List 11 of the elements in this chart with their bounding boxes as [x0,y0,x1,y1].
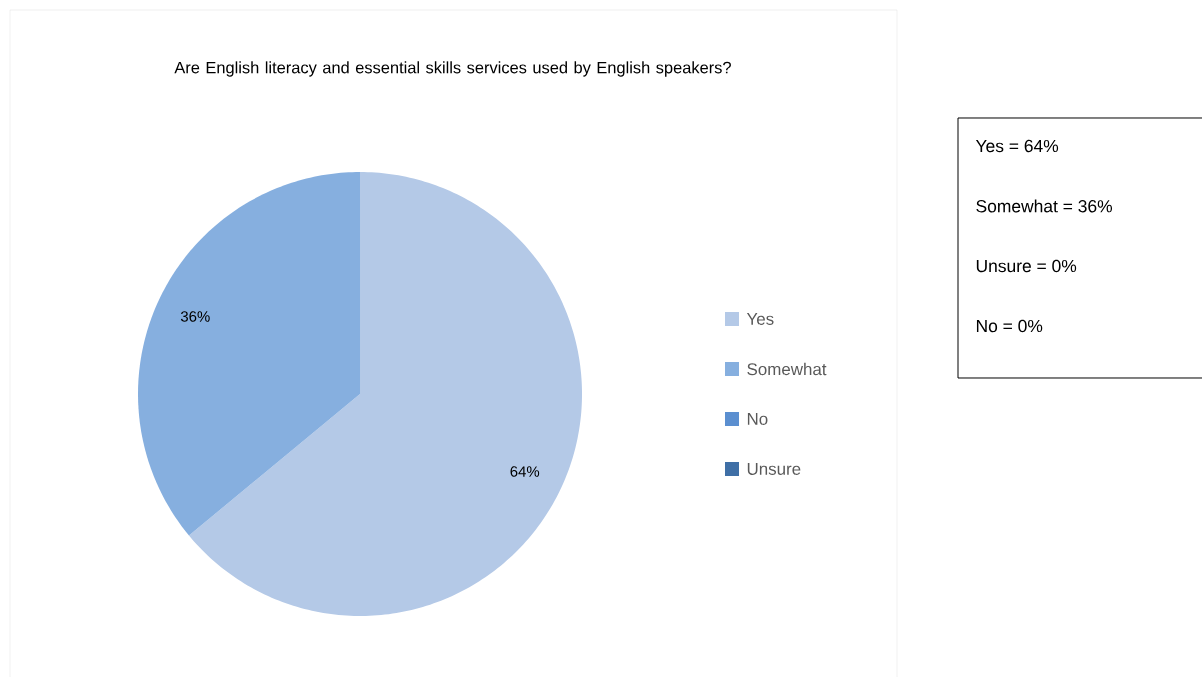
legend-label: Somewhat [747,362,827,376]
text: Yes = 64% [975,139,1059,153]
text: No = 0% [976,319,1043,333]
legend-label: Yes [746,313,774,325]
data-label: 36% [180,311,210,322]
text: Unsure = 0% [976,259,1077,273]
text: Somewhat = 36% [976,199,1113,213]
legend-label: Unsure [747,463,801,475]
legend-label: No [747,413,768,425]
chart-title: Are English literacy and essential skills services used by English speakers? [174,61,731,77]
data-label: 64% [510,466,540,477]
